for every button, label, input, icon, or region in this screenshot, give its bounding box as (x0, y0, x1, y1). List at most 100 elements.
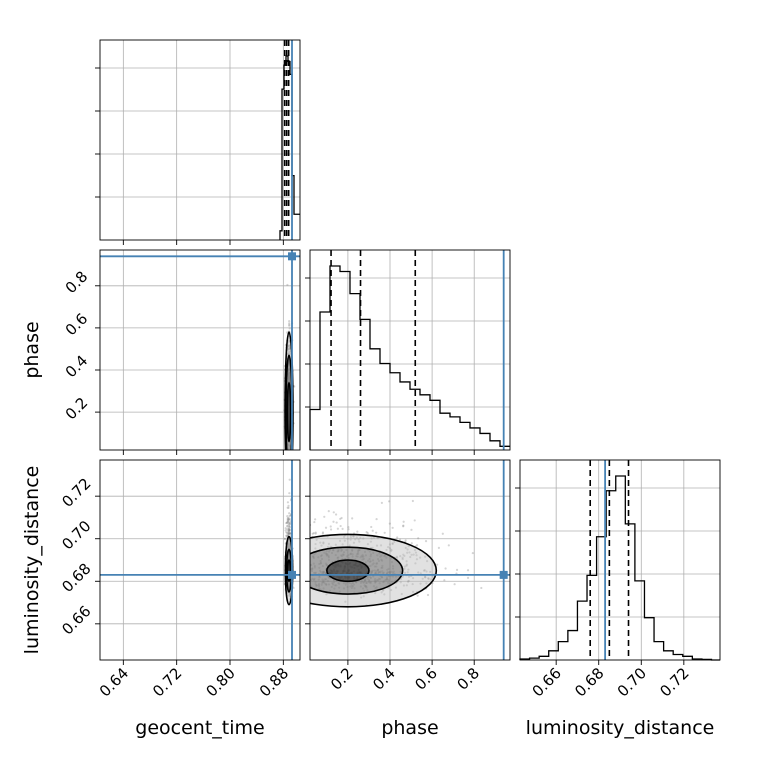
sample-point (359, 575, 362, 578)
sample-point (373, 565, 376, 568)
sample-point (417, 537, 420, 540)
sample-point (323, 578, 327, 581)
sample-point (359, 536, 362, 540)
sample-point (348, 544, 351, 547)
sample-point (336, 550, 339, 553)
sample-point (297, 590, 299, 592)
sample-point (287, 545, 290, 548)
sample-point (272, 534, 274, 536)
sample-point (272, 590, 274, 592)
sample-point (275, 565, 277, 567)
panel-frame (309, 249, 511, 451)
sample-point (287, 345, 290, 348)
sample-point (287, 411, 291, 414)
sample-point (307, 589, 309, 591)
x-tick-label-luminosity_distance: 0.72 (656, 664, 692, 700)
sample-point (327, 554, 330, 558)
sample-point (322, 580, 325, 583)
sample-point (304, 512, 306, 514)
sample-point (287, 373, 290, 376)
sample-point (287, 543, 290, 546)
sample-point (425, 570, 428, 573)
sample-point (287, 532, 290, 536)
sample-point (378, 552, 381, 555)
sample-point (253, 587, 255, 589)
sample-point (287, 410, 290, 413)
sample-point (402, 584, 406, 587)
sample-point (257, 577, 259, 579)
sample-point (339, 564, 342, 567)
sample-point (352, 535, 355, 538)
sample-point (319, 541, 322, 544)
sample-point (351, 585, 355, 588)
sample-point (288, 417, 291, 420)
sample-point (391, 564, 395, 568)
sample-point (372, 536, 376, 539)
x-tick-label-luminosity_distance: 0.68 (571, 664, 607, 700)
sample-point (364, 579, 367, 582)
sample-point (303, 586, 305, 588)
sample-point (327, 542, 330, 545)
sample-point (351, 517, 354, 520)
sample-point (321, 564, 325, 568)
sample-point (329, 528, 333, 531)
sample-point (352, 570, 356, 573)
sample-point (339, 565, 342, 568)
sample-point (288, 546, 291, 549)
sample-point (288, 532, 291, 535)
sample-point (294, 544, 296, 546)
y-tick-label-phase: 0.8 (62, 267, 92, 297)
sample-point (288, 411, 291, 414)
sample-point (386, 568, 389, 571)
sample-point (366, 532, 369, 535)
sample-point (359, 564, 362, 567)
sample-point (287, 408, 290, 411)
panel-frame (309, 459, 511, 661)
sample-point (377, 577, 381, 580)
sample-point (375, 586, 378, 589)
sample-point (326, 553, 329, 556)
sample-point (343, 539, 346, 542)
sample-point (287, 532, 290, 535)
sample-point (302, 567, 304, 569)
sample-point (287, 372, 290, 375)
sample-point (287, 377, 291, 380)
sample-point (287, 546, 290, 549)
sample-point (358, 540, 361, 543)
sample-point (359, 585, 362, 588)
sample-point (338, 586, 341, 589)
sample-point (289, 521, 292, 524)
sample-point (306, 560, 308, 562)
sample-point (287, 377, 290, 380)
sample-point (376, 554, 379, 557)
sample-point (287, 417, 291, 421)
sample-point (288, 546, 291, 549)
sample-point (313, 520, 316, 524)
sample-point (288, 411, 291, 414)
sample-point (323, 571, 326, 574)
contour-line (286, 559, 292, 583)
sample-point (407, 579, 410, 582)
x-tick-label-phase: 0.6 (411, 664, 441, 694)
sample-point (353, 576, 356, 579)
sample-point (345, 548, 348, 552)
sample-point (347, 577, 350, 580)
sample-point (346, 571, 350, 574)
sample-point (371, 559, 375, 562)
sample-point (287, 348, 290, 351)
sample-point (405, 584, 408, 587)
sample-point (303, 557, 305, 559)
sample-point (286, 501, 290, 504)
sample-point (327, 556, 330, 559)
sample-point (287, 377, 290, 380)
sample-point (365, 581, 368, 585)
sample-point (288, 584, 291, 587)
sample-point (381, 572, 384, 575)
sample-point (355, 581, 358, 584)
sample-point (357, 538, 360, 541)
sample-point (287, 372, 290, 375)
sample-point (288, 378, 291, 382)
sample-point (286, 520, 290, 523)
sample-point (287, 368, 290, 372)
sample-point (287, 529, 290, 533)
